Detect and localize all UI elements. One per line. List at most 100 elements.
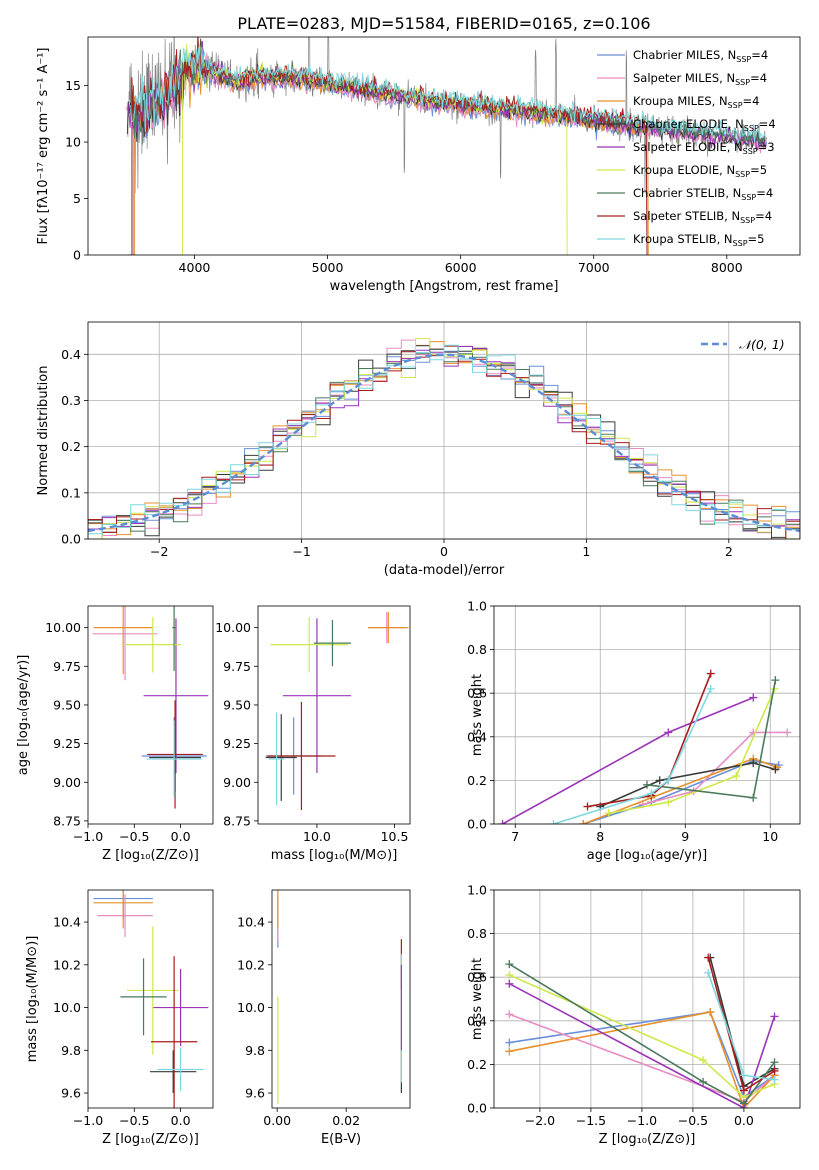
y-axis-label: mass weight: [470, 674, 485, 756]
series-line: [509, 1011, 775, 1099]
x-tick-label: −0.5: [119, 1113, 149, 1128]
axes-frame: [257, 605, 411, 825]
x-tick-label: −1.0: [627, 1113, 657, 1128]
series-kroupa-elodie: [505, 971, 779, 1102]
x-tick-label: 6000: [445, 260, 477, 275]
x-tick-label: 8: [596, 829, 604, 844]
series-marker: [699, 1056, 708, 1065]
y-tick-label: 0.8: [467, 926, 487, 941]
mass-vs-Z-panel: −1.0 −0.5 0.0 9.6 9.8 10.0 10.2 10.4 Z [log₁₀(Z/…: [25, 889, 214, 1147]
histogram-kroupa-stelib: [88, 344, 800, 539]
y-tick-label: 0.6: [467, 970, 487, 985]
legend-label-text: Chabrier ELODIE, N: [633, 117, 744, 131]
y-tick-label: 1.0: [467, 599, 487, 614]
series-chabrier-stelib: [643, 676, 780, 802]
legend-label-count: =3: [758, 140, 775, 154]
series-marker: [749, 693, 758, 702]
y-tick-label: 9.75: [53, 659, 81, 674]
axes-frame: [493, 889, 801, 1109]
x-tick-label: 7000: [578, 260, 610, 275]
errorbar-chabrier-stelib: [120, 958, 167, 1036]
series-marker: [783, 728, 792, 737]
y-tick-label: 9.8: [61, 1043, 81, 1058]
legend-label-count: =4: [743, 94, 760, 108]
legend-label-subscript: SSP: [735, 78, 750, 87]
series-marker: [770, 1075, 779, 1084]
x-tick-label: 0: [440, 544, 448, 559]
x-tick-label: 0.0: [171, 829, 191, 844]
y-tick-label: 5: [73, 191, 81, 206]
legend-label-text: Salpeter MILES, N: [633, 71, 735, 85]
series-marker: [706, 1008, 715, 1017]
series-marker: [505, 1047, 514, 1056]
legend-label-subscript: SSP: [735, 170, 750, 179]
x-tick-label: 1: [582, 544, 590, 559]
x-axis-label: (data-model)/error: [384, 563, 505, 578]
age-vs-Z-panel: −1.0 −0.5 0.0 8.75 9.00 9.25 9.50 9.75 10.00 Z [l…: [16, 605, 214, 863]
legend-label-text: Salpeter ELODIE, N: [633, 140, 743, 154]
x-tick-label: −2: [150, 544, 168, 559]
y-tick-label: 0.4: [467, 729, 487, 744]
model-spectrum-chabrier-stelib: [129, 41, 767, 145]
legend-label-kroupa-stelib: Kroupa STELIB, NSSP=5: [633, 232, 764, 248]
y-tick-label: 10.00: [45, 620, 81, 635]
y-tick-label: 0.8: [467, 642, 487, 657]
y-tick-label: 10.4: [237, 915, 265, 930]
legend-label-subscript: SSP: [741, 193, 756, 202]
errorbar-chabrier-stelib: [313, 619, 352, 667]
x-tick-label: −1.0: [73, 1113, 103, 1128]
series-line: [508, 982, 776, 1108]
legend-label-count: =4: [756, 186, 773, 200]
series-marker: [505, 960, 514, 969]
model-spectrum-kroupa-stelib: [130, 46, 767, 145]
series-kroupa-stelib: [549, 684, 715, 824]
series-marker: [505, 1010, 514, 1019]
series-marker: [706, 684, 715, 693]
series-marker: [643, 780, 651, 789]
mass-vs-EBV-panel: 0.00 0.02 9.6 9.8 10.0 10.2 10.4 E(B-V): [237, 889, 411, 1147]
x-tick-label: 5000: [312, 260, 344, 275]
series-kroupa-stelib: [704, 968, 779, 1084]
x-tick-label: 10.0: [303, 829, 331, 844]
series-line: [608, 688, 776, 814]
x-tick-label: −1.5: [576, 1113, 606, 1128]
x-tick-label: 8000: [711, 260, 743, 275]
series-marker: [739, 1071, 748, 1080]
legend-label-salpeter-miles: Salpeter MILES, NSSP=4: [633, 71, 767, 87]
y-axis-label: Normed distribution: [36, 366, 51, 496]
series-marker: [664, 728, 673, 737]
y-axis-label: age [log₁₀(age/yr)]: [16, 655, 31, 776]
series-marker: [664, 798, 673, 807]
x-tick-label: 10.5: [381, 829, 409, 844]
series-marker: [647, 789, 656, 798]
legend-label-subscript: SSP: [744, 124, 759, 133]
x-axis-label: Z [log₁₀(Z/Z⊙)]: [102, 848, 199, 863]
legend-label-text: Kroupa STELIB, N: [633, 232, 733, 246]
y-tick-label: 15: [65, 78, 81, 93]
y-tick-label: 10.0: [237, 1000, 265, 1015]
x-tick-label: 4000: [179, 260, 211, 275]
y-tick-label: 9.00: [53, 775, 81, 790]
legend-label-subscript: SSP: [743, 147, 758, 156]
y-tick-label: 9.25: [53, 736, 81, 751]
x-tick-label: 10: [762, 829, 778, 844]
series-marker: [771, 676, 780, 685]
legend-label-text: Kroupa MILES, N: [633, 94, 728, 108]
y-tick-label: 0: [73, 248, 81, 263]
series-line: [599, 762, 776, 808]
legend-label-text: Salpeter STELIB, N: [633, 209, 740, 223]
y-tick-label: 0.2: [467, 773, 487, 788]
series-marker: [749, 793, 758, 802]
y-tick-label: 0.6: [467, 686, 487, 701]
series-marker: [732, 772, 741, 781]
series-marker: [770, 1066, 779, 1075]
x-tick-label: 0.0: [171, 1113, 191, 1128]
y-tick-label: 9.75: [223, 659, 251, 674]
legend-label-count: =4: [751, 48, 768, 62]
x-axis-label: Z [log₁₀(Z/Z⊙)]: [102, 1132, 199, 1147]
series-marker: [770, 1058, 779, 1067]
y-tick-label: 0.1: [61, 485, 81, 500]
errorbar-kroupa-miles: [93, 890, 153, 929]
y-tick-label: 10.4: [53, 915, 81, 930]
